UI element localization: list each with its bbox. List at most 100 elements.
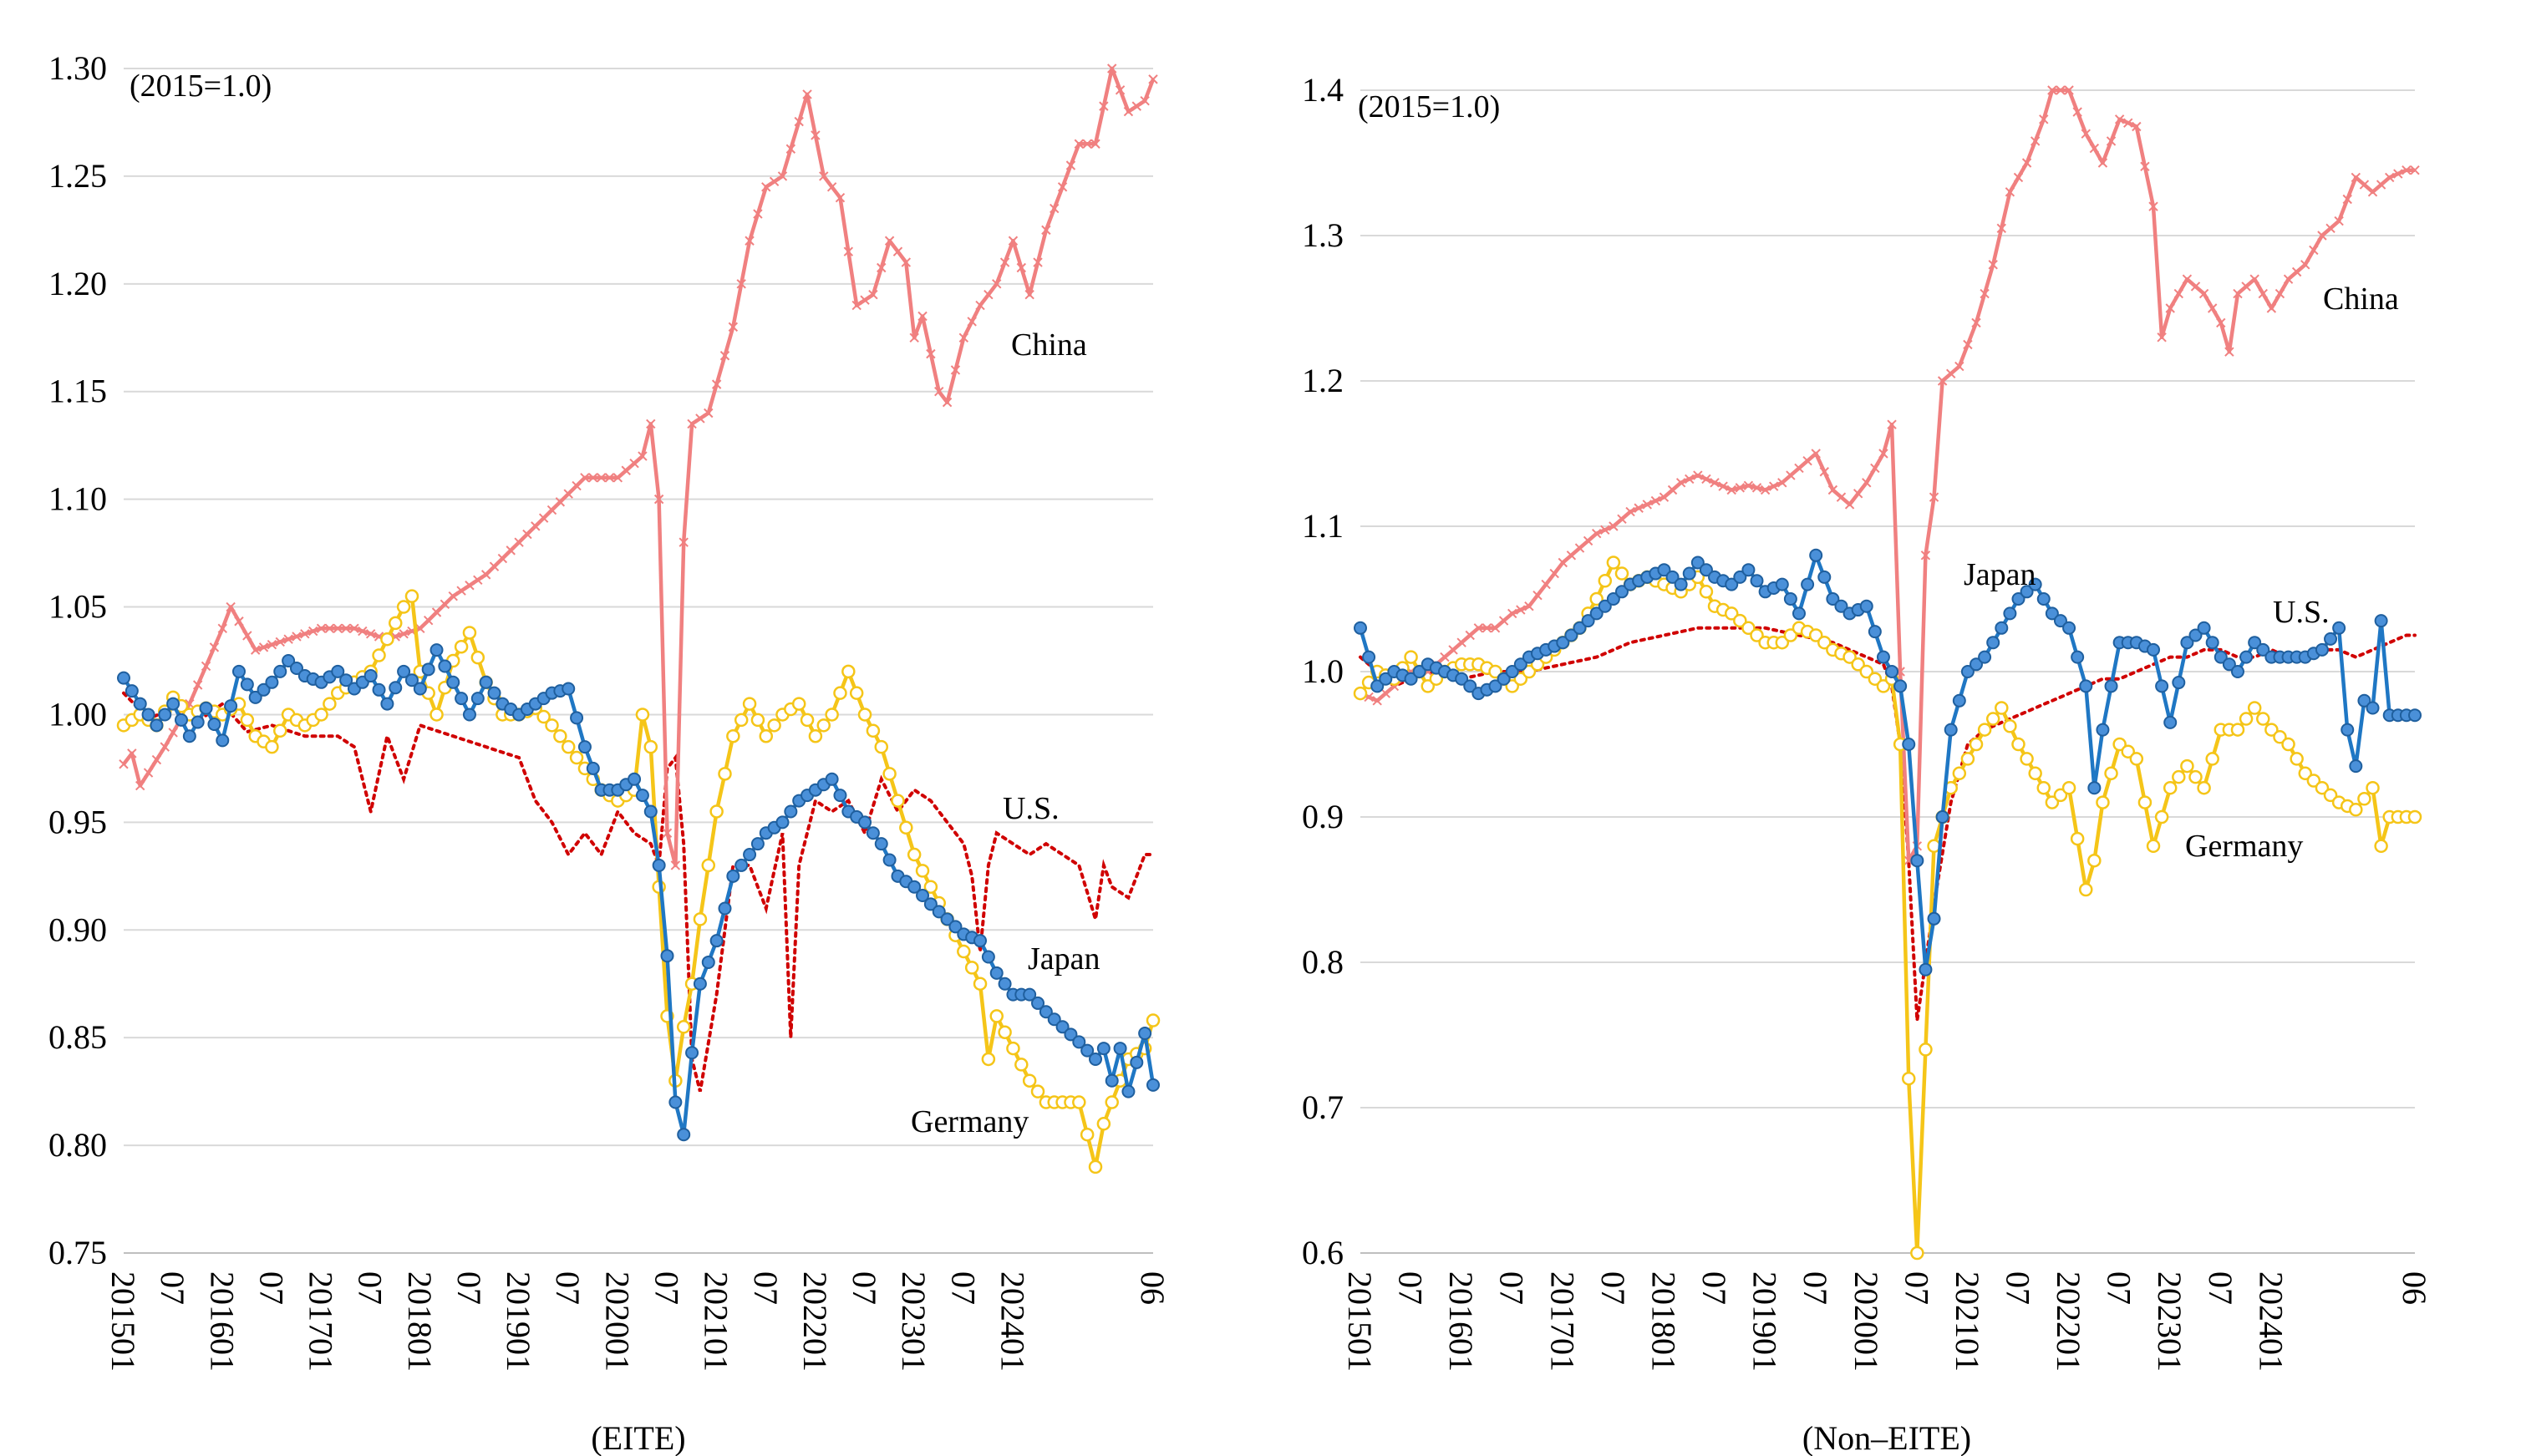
data-point [1488,664,1502,679]
data-point [1096,1117,1111,1131]
data-point [1685,474,1695,484]
data-point [506,545,516,556]
data-point [849,686,864,700]
data-point [267,639,277,650]
data-point [1750,628,1764,642]
data-point [1463,679,1477,693]
data-point [1792,606,1806,621]
data-point [709,804,724,819]
data-point [1819,467,1829,477]
data-point [2188,628,2203,642]
data-point [1969,737,1984,752]
x-tick-label: 07 [450,1271,488,1305]
data-point [470,650,485,665]
data-point [1498,616,1509,626]
data-point [1055,1020,1070,1034]
data-point [2349,803,2363,817]
data-point [1148,74,1158,84]
data-point [1995,701,2009,715]
y-tick-label: 0.90 [48,911,107,948]
data-point [2351,172,2361,183]
x-tick-label: 07 [549,1271,587,1305]
data-point [289,662,303,676]
data-point [273,664,287,678]
chart-panel-1: 0.75 0.80 0.85 0.90 0.95 1.00 1.05 1.10 1.15 1.20… [48,49,1172,1456]
x-tick-label: 06 [2396,1271,2433,1305]
series-label-us: U.S. [2273,595,2330,630]
data-point [860,295,870,305]
data-point [1634,503,1644,513]
data-point [240,713,255,728]
data-point [2104,766,2118,781]
data-point [265,739,279,754]
data-point [1372,696,1382,706]
data-point [2020,585,2034,599]
data-point [397,664,411,678]
data-point [1741,563,1756,577]
data-point [2290,752,2304,766]
data-point [975,300,985,311]
data-point [151,754,162,765]
data-point [901,257,912,267]
data-point [248,690,262,704]
data-point [2207,303,2218,313]
data-point [967,317,977,327]
data-point [2087,781,2102,795]
data-point [704,408,714,419]
data-point [1030,1084,1045,1098]
x-tick-label: 07 [1797,1271,1834,1305]
data-point [1817,570,1832,584]
data-point [775,815,790,829]
x-tick-label: 202101 [698,1271,735,1372]
data-point [621,465,631,475]
data-point [934,387,944,397]
series-label-us: U.S. [1003,791,1060,826]
data-point [668,1095,683,1109]
data-point [1768,481,1779,491]
x-tick-label: 202201 [796,1271,834,1372]
data-point [2291,266,2302,277]
data-point [1412,665,1426,678]
data-point [1490,623,1501,633]
data-point [719,351,730,361]
y-tick-label: 0.7 [1302,1088,1344,1126]
data-point [358,626,368,637]
data-point [2070,831,2085,846]
data-point [446,675,460,689]
data-point [553,728,567,743]
data-point [1693,470,1703,480]
data-point [909,332,919,342]
data-point [166,697,180,711]
data-point [2374,614,2388,628]
data-point [2247,701,2262,715]
data-point [1750,574,1764,588]
data-point [2036,592,2051,606]
data-point [388,616,403,631]
data-point [2402,165,2412,175]
data-point [1659,492,1670,502]
data-point [843,246,854,256]
series-japan [117,643,1160,1142]
data-point [2097,158,2108,168]
data-point [1868,672,1883,686]
data-point [431,607,442,617]
data-point [750,713,765,728]
y-tick-label: 0.6 [1302,1234,1344,1271]
data-point [1614,585,1629,599]
data-point [265,675,279,689]
data-point [759,728,774,743]
data-point [2132,121,2142,132]
series-label-japan: Japan [1028,941,1100,977]
data-point [1682,566,1696,581]
y-tick-label: 1.4 [1302,71,1344,109]
data-point [2047,85,2057,95]
data-point [133,697,147,711]
data-point [323,697,337,711]
data-point [2148,201,2158,211]
data-point [1935,810,1949,824]
data-point [604,473,615,483]
data-point [695,413,705,424]
data-point [989,966,1004,980]
x-tick-label: 07 [2202,1271,2239,1305]
data-point [1057,182,1068,192]
